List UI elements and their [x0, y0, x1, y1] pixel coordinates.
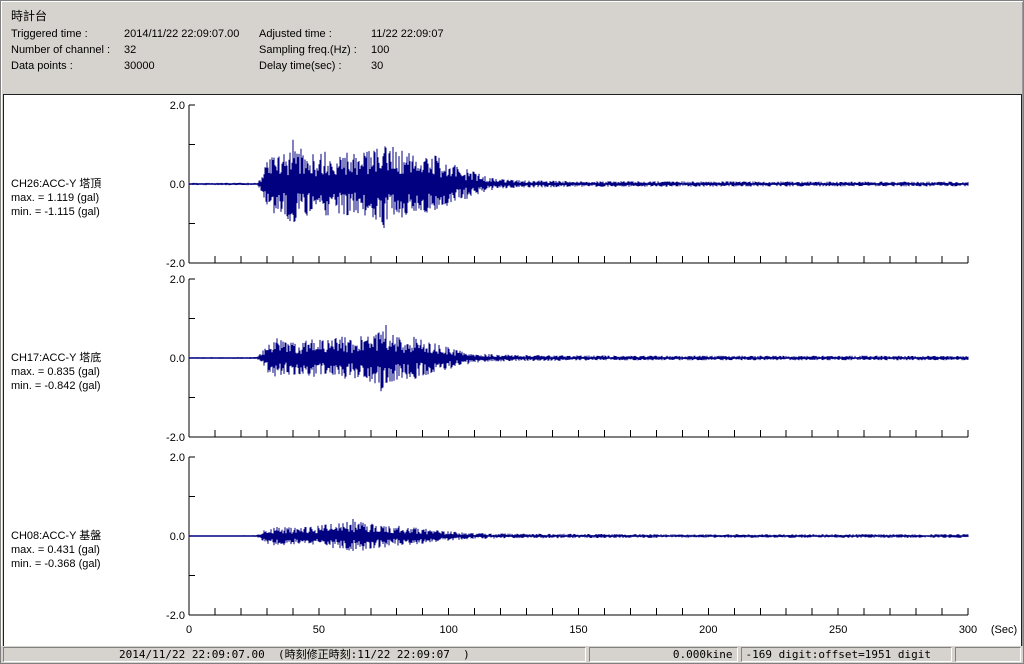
- x-tick-label: 200: [699, 624, 717, 636]
- delay-time-label: Delay time(sec) :: [259, 60, 342, 72]
- chart-ch26: CH26:ACC-Y 塔頂 max. = 1.119 (gal) min. = -1…: [11, 104, 969, 264]
- channel-min: min. = -0.368 (gal): [11, 558, 101, 570]
- y-tick-label: 0.0: [170, 353, 185, 365]
- header: 時計台 Triggered time : 2014/11/22 22:09:07…: [1, 1, 1023, 94]
- y-tick-label: -2.0: [166, 258, 185, 270]
- triggered-time-value: 2014/11/22 22:09:07.00: [124, 28, 240, 40]
- x-tick-label: 100: [439, 624, 457, 636]
- channel-label: CH26:ACC-Y 塔頂: [11, 177, 101, 190]
- y-tick-label: 0.0: [170, 179, 185, 191]
- channel-min: min. = -0.842 (gal): [11, 380, 101, 392]
- status-bar: 2014/11/22 22:09:07.00 (時刻修正時刻:11/22 22:…: [1, 646, 1023, 663]
- status-digit-panel: -169 digit:offset=1951 digit: [740, 647, 953, 662]
- status-empty-panel: [955, 647, 1021, 662]
- channel-max: max. = 1.119 (gal): [11, 192, 99, 204]
- x-tick-label: 150: [569, 624, 587, 636]
- channel-label: CH08:ACC-Y 基盤: [11, 529, 101, 542]
- y-tick-label: -2.0: [166, 432, 185, 444]
- waveform-ch17: [188, 325, 969, 392]
- status-time-panel: 2014/11/22 22:09:07.00 (時刻修正時刻:11/22 22:…: [3, 647, 586, 662]
- delay-time-value: 30: [371, 60, 384, 72]
- adjusted-time-label: Adjusted time :: [259, 28, 332, 40]
- number-of-channel-label: Number of channel :: [11, 44, 111, 56]
- x-tick-label: 300: [959, 624, 977, 636]
- channel-max: max. = 0.835 (gal): [11, 366, 100, 378]
- y-tick-label: 2.0: [170, 100, 185, 112]
- channel-min: min. = -1.115 (gal): [11, 206, 100, 218]
- data-points-label: Data points :: [11, 60, 73, 72]
- waveform-ch26: [188, 139, 969, 228]
- adjusted-time-value: 11/22 22:09:07: [371, 28, 444, 40]
- plot-area: CH26:ACC-Y 塔頂 max. = 1.119 (gal) min. = -1…: [3, 94, 1022, 647]
- x-tick-label: 250: [829, 624, 847, 636]
- waveform-charts: CH26:ACC-Y 塔頂 max. = 1.119 (gal) min. = -1…: [11, 100, 1017, 636]
- data-points-value: 30000: [124, 60, 155, 72]
- x-unit-label: (Sec): [991, 624, 1017, 636]
- y-tick-label: -2.0: [166, 610, 185, 622]
- sampling-freq-value: 100: [371, 44, 390, 56]
- chart-ch17: CH17:ACC-Y 塔底 max. = 0.835 (gal) min. = -0…: [11, 278, 969, 438]
- channel-max: max. = 0.431 (gal): [11, 544, 100, 556]
- y-tick-label: 0.0: [170, 531, 185, 543]
- x-tick-label: 0: [186, 624, 192, 636]
- channel-label: CH17:ACC-Y 塔底: [11, 350, 101, 364]
- chart-ch08: CH08:ACC-Y 基盤 max. = 0.431 (gal) min. = -0…: [11, 456, 1017, 636]
- status-kine-panel: 0.000kine: [588, 647, 738, 662]
- waveform-ch08: [188, 519, 969, 551]
- sampling-freq-label: Sampling freq.(Hz) :: [259, 44, 357, 56]
- y-tick-label: 2.0: [170, 452, 185, 464]
- number-of-channel-value: 32: [124, 44, 137, 56]
- x-tick-label: 50: [313, 624, 325, 636]
- page-title: 時計台: [11, 9, 48, 23]
- triggered-time-label: Triggered time :: [11, 28, 88, 40]
- y-tick-label: 2.0: [170, 274, 185, 286]
